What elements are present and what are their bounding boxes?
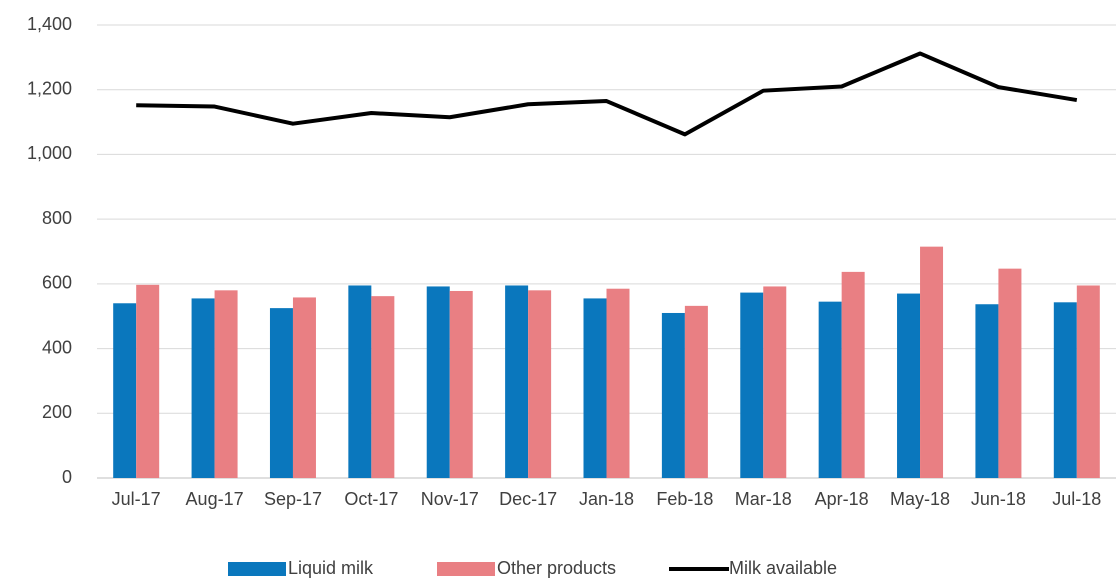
line-series <box>136 51 1078 137</box>
x-tick-label: Apr-18 <box>815 489 869 509</box>
bar <box>505 285 529 478</box>
bar <box>818 301 842 478</box>
x-tick-label: Jul-17 <box>112 489 161 509</box>
y-tick-label: 200 <box>42 402 72 422</box>
bar <box>897 293 921 478</box>
legend-swatch <box>228 562 286 576</box>
x-tick-label: Dec-17 <box>499 489 557 509</box>
bar <box>269 308 293 478</box>
y-tick-label: 400 <box>42 337 72 357</box>
x-tick-label: Jan-18 <box>579 489 634 509</box>
x-tick-label: Aug-17 <box>186 489 244 509</box>
bar <box>740 292 764 478</box>
bar <box>191 298 215 478</box>
x-tick-label: Feb-18 <box>656 489 713 509</box>
bar <box>348 285 372 478</box>
legend-label: Other products <box>497 558 616 578</box>
y-tick-label: 1,400 <box>27 14 72 34</box>
legend-label: Liquid milk <box>288 558 374 578</box>
y-tick-label: 800 <box>42 208 72 228</box>
x-tick-label: Jun-18 <box>971 489 1026 509</box>
bar <box>426 286 450 478</box>
x-tick-label: Jul-18 <box>1052 489 1101 509</box>
bar <box>998 268 1022 478</box>
x-tick-label: Oct-17 <box>344 489 398 509</box>
bar <box>763 286 787 478</box>
bar <box>606 288 630 478</box>
x-tick-label: May-18 <box>890 489 950 509</box>
bar <box>136 284 160 478</box>
x-tick-label: Mar-18 <box>735 489 792 509</box>
bar <box>920 246 944 478</box>
bar <box>841 271 865 478</box>
bar <box>371 296 395 478</box>
bar <box>113 303 137 478</box>
x-tick-label: Sep-17 <box>264 489 322 509</box>
bar <box>528 290 552 478</box>
legend-label: Milk available <box>729 558 837 578</box>
y-tick-label: 1,000 <box>27 143 72 163</box>
legend-swatch <box>437 562 495 576</box>
y-tick-label: 0 <box>62 467 72 487</box>
bar <box>1053 302 1077 478</box>
bar <box>661 312 685 478</box>
x-tick-label: Nov-17 <box>421 489 479 509</box>
bar <box>684 305 708 478</box>
bar <box>1076 285 1100 478</box>
bar <box>449 290 473 478</box>
bar <box>292 297 316 478</box>
bar <box>214 290 238 478</box>
y-tick-label: 600 <box>42 273 72 293</box>
bar <box>975 304 999 478</box>
y-tick-label: 1,200 <box>27 78 72 98</box>
bar <box>583 298 607 478</box>
